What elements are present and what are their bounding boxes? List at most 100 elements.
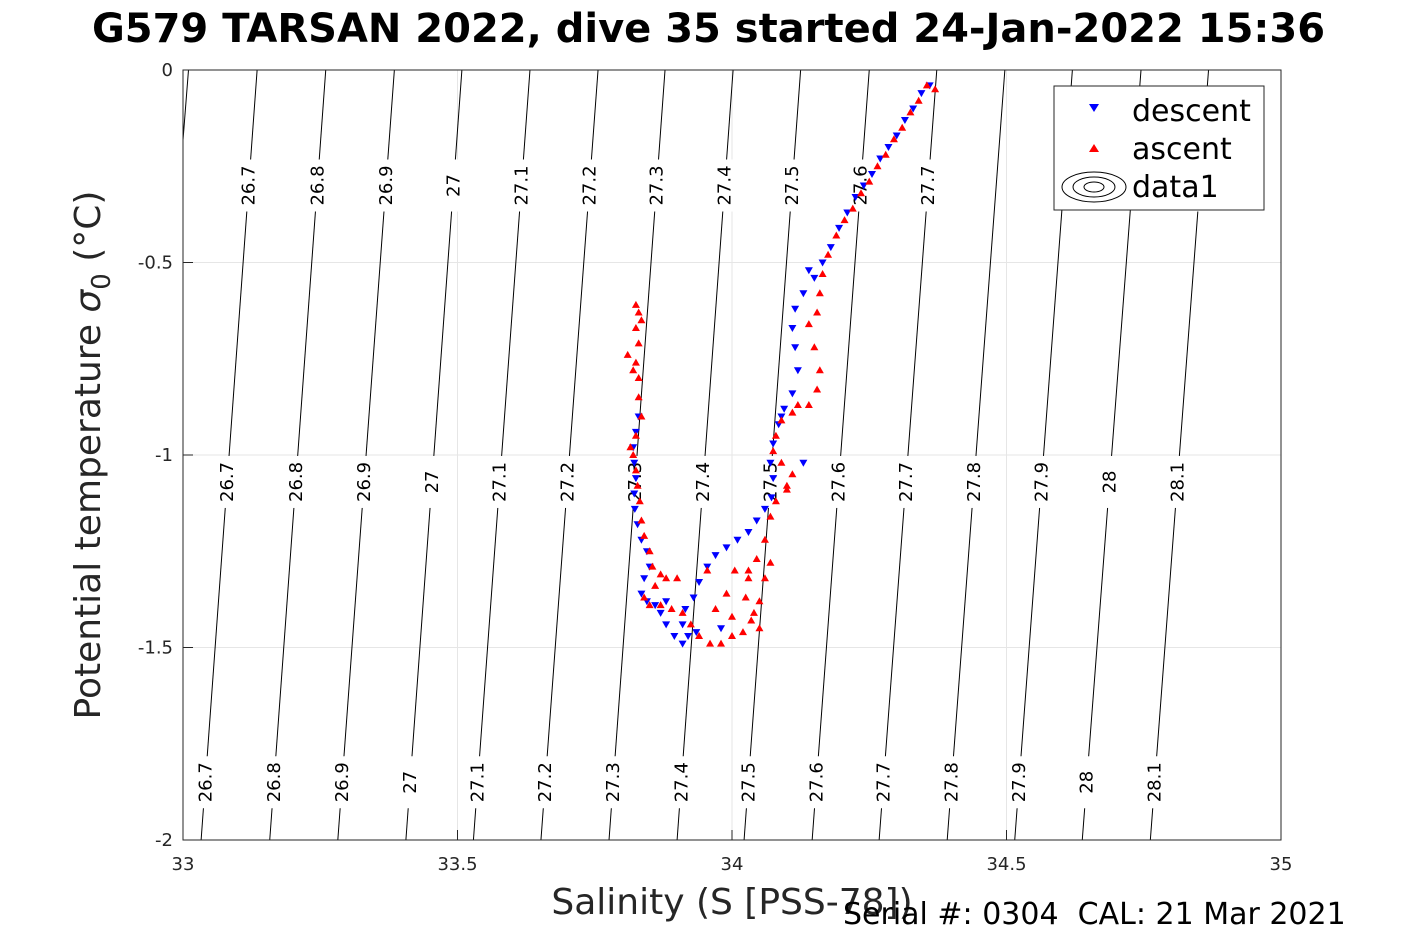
contour-label: 27 — [400, 771, 421, 794]
ascent-point — [813, 308, 822, 316]
contour-label: 27.9 — [1032, 462, 1053, 502]
descent-point — [818, 259, 827, 267]
calibration-footer: Serial #: 0304 CAL: 21 Mar 2021 — [843, 897, 1346, 932]
descent-point — [909, 105, 918, 113]
descent-point — [630, 505, 639, 513]
x-axis-ticks: 33 33.5 34 34.5 35 — [172, 830, 1292, 875]
descent-point — [826, 244, 835, 252]
contour-label-bg — [1166, 455, 1189, 508]
legend-ascent-label: ascent — [1132, 132, 1232, 167]
ascent-point — [634, 393, 643, 401]
y-axis-label: Potential temperature σ0 (°C) — [68, 191, 117, 720]
y-tick-label: -1 — [155, 445, 173, 466]
contour-label-bg — [1008, 756, 1031, 809]
ascent-point — [673, 574, 682, 582]
ascent-point — [815, 366, 824, 374]
ascent-point — [640, 593, 649, 601]
contour-label-bg — [488, 455, 511, 508]
contour-label: 27.7 — [918, 165, 939, 205]
ascent-point — [813, 385, 822, 393]
contour-label: 27.5 — [738, 762, 759, 802]
ascent-point — [656, 570, 665, 578]
contour-label: 27.4 — [671, 762, 692, 802]
descent-point — [752, 517, 761, 525]
descent-point — [804, 267, 813, 275]
ascent-point — [865, 177, 874, 185]
ascent-point — [777, 458, 786, 466]
ascent-point — [730, 566, 739, 574]
ascent-point — [634, 308, 643, 316]
ascent-point — [782, 481, 791, 489]
ascent-point — [645, 601, 654, 609]
descent-point — [630, 490, 639, 498]
ascent-point — [747, 616, 756, 624]
descent-point — [695, 579, 704, 587]
ascent-point — [623, 350, 632, 358]
ascent-point — [667, 605, 676, 612]
contour-label: 27.1 — [468, 762, 489, 802]
ascent-point — [656, 601, 665, 609]
contour-label-bg — [963, 455, 986, 508]
contour-label: 27.7 — [896, 462, 917, 502]
ascent-point — [637, 412, 646, 420]
descent-point — [788, 324, 797, 332]
ascent-point — [631, 300, 640, 308]
ascent-point — [634, 339, 643, 347]
cal-date: 21 Mar 2021 — [1155, 897, 1346, 932]
ascent-point — [662, 574, 671, 582]
contour-label: 27.5 — [782, 165, 803, 205]
contour-line — [946, 69, 1006, 841]
contour-label-bg — [602, 756, 625, 809]
descent-point — [835, 224, 844, 232]
contour-label: 27.6 — [829, 462, 850, 502]
chart-title: G579 TARSAN 2022, dive 35 started 24-Jan… — [91, 6, 1326, 52]
legend-box — [1053, 85, 1265, 211]
descent-point — [681, 606, 690, 613]
ascent-point — [777, 416, 786, 424]
descent-point — [791, 344, 800, 352]
contour-label: 26.7 — [217, 462, 238, 502]
ascent-point — [857, 189, 866, 197]
ascent-point — [637, 316, 646, 324]
descent-point — [684, 632, 693, 640]
contour-label: 28 — [1077, 771, 1098, 794]
x-tick-label: 34 — [721, 854, 744, 875]
contour-label-bg — [262, 756, 285, 809]
ascent-point — [782, 485, 791, 493]
contour-label-bg — [917, 159, 940, 212]
ascent-point — [741, 593, 750, 601]
descent-point — [670, 632, 679, 640]
ascent-point — [686, 620, 695, 628]
ascent-point — [678, 608, 687, 616]
y-tick-label: 0 — [162, 60, 173, 81]
descent-point — [678, 640, 687, 648]
contour-label: 27 — [443, 174, 464, 197]
ascent-point — [788, 470, 797, 478]
contour-label: 27.1 — [490, 462, 511, 502]
ascent-point — [631, 466, 640, 474]
ascent-point — [804, 320, 813, 328]
descent-point — [631, 475, 640, 483]
serial-number: 0304 — [982, 897, 1059, 932]
contour-label-bg — [510, 159, 533, 212]
descent-point — [884, 144, 893, 151]
contour-label: 27 — [422, 470, 443, 493]
contour-label: 27.8 — [964, 462, 985, 502]
contour-label-bg — [284, 455, 307, 508]
descent-point — [733, 536, 742, 544]
contour-label: 27.6 — [806, 762, 827, 802]
ascent-point — [629, 366, 638, 374]
contour-label: 26.9 — [376, 165, 397, 205]
ascent-point — [728, 612, 736, 620]
x-tick-label: 33 — [172, 854, 195, 875]
contour-label-bg — [534, 756, 557, 809]
contour-label-bg — [466, 756, 489, 809]
ascent-point — [881, 150, 890, 158]
descent-point — [711, 552, 720, 560]
ascent-point — [695, 631, 704, 639]
descent-point — [692, 629, 701, 637]
contour-label-bg — [645, 159, 668, 212]
contour-label-bg — [1030, 455, 1053, 508]
ascent-point — [760, 574, 769, 582]
